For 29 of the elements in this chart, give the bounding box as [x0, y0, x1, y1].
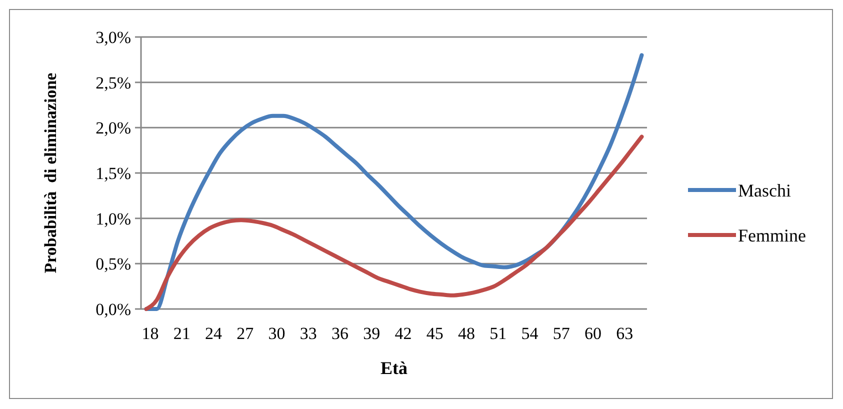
line-series — [144, 134, 644, 311]
x-axis-title: Età — [380, 358, 408, 378]
y-tick-label: 2,5% — [96, 73, 131, 92]
x-tick-label: 57 — [552, 324, 570, 343]
x-tick-label: 60 — [584, 324, 602, 343]
x-tick-label: 21 — [173, 324, 190, 343]
y-tick-label: 1,5% — [96, 164, 131, 183]
legend-label: Maschi — [738, 180, 791, 200]
x-tick-label: 30 — [268, 324, 286, 343]
x-tick-label: 51 — [490, 324, 507, 343]
y-tick-label: 2,0% — [96, 118, 131, 138]
x-tick-label: 36 — [332, 324, 349, 343]
y-tick-label: 1,0% — [96, 209, 131, 228]
x-tick-label: 24 — [205, 324, 223, 343]
x-tick-label: 45 — [426, 324, 444, 343]
x-tick-label: 39 — [363, 324, 380, 343]
y-tick-label: 0,5% — [96, 254, 131, 274]
x-tick-label: 63 — [616, 324, 634, 343]
y-axis-title: Probabilità di eliminazione — [41, 72, 60, 274]
x-tick-label: 54 — [521, 324, 539, 343]
y-tick-label: 0,0% — [96, 300, 131, 319]
legend-label: Femmine — [738, 225, 806, 246]
x-tick-label: 48 — [458, 324, 476, 343]
x-tick-label: 33 — [300, 324, 317, 343]
x-tick-label: 27 — [236, 324, 254, 343]
line-series — [144, 53, 644, 311]
x-tick-label: 42 — [394, 324, 412, 343]
y-tick-label: 3,0% — [96, 28, 131, 47]
x-tick-label: 18 — [142, 324, 159, 343]
